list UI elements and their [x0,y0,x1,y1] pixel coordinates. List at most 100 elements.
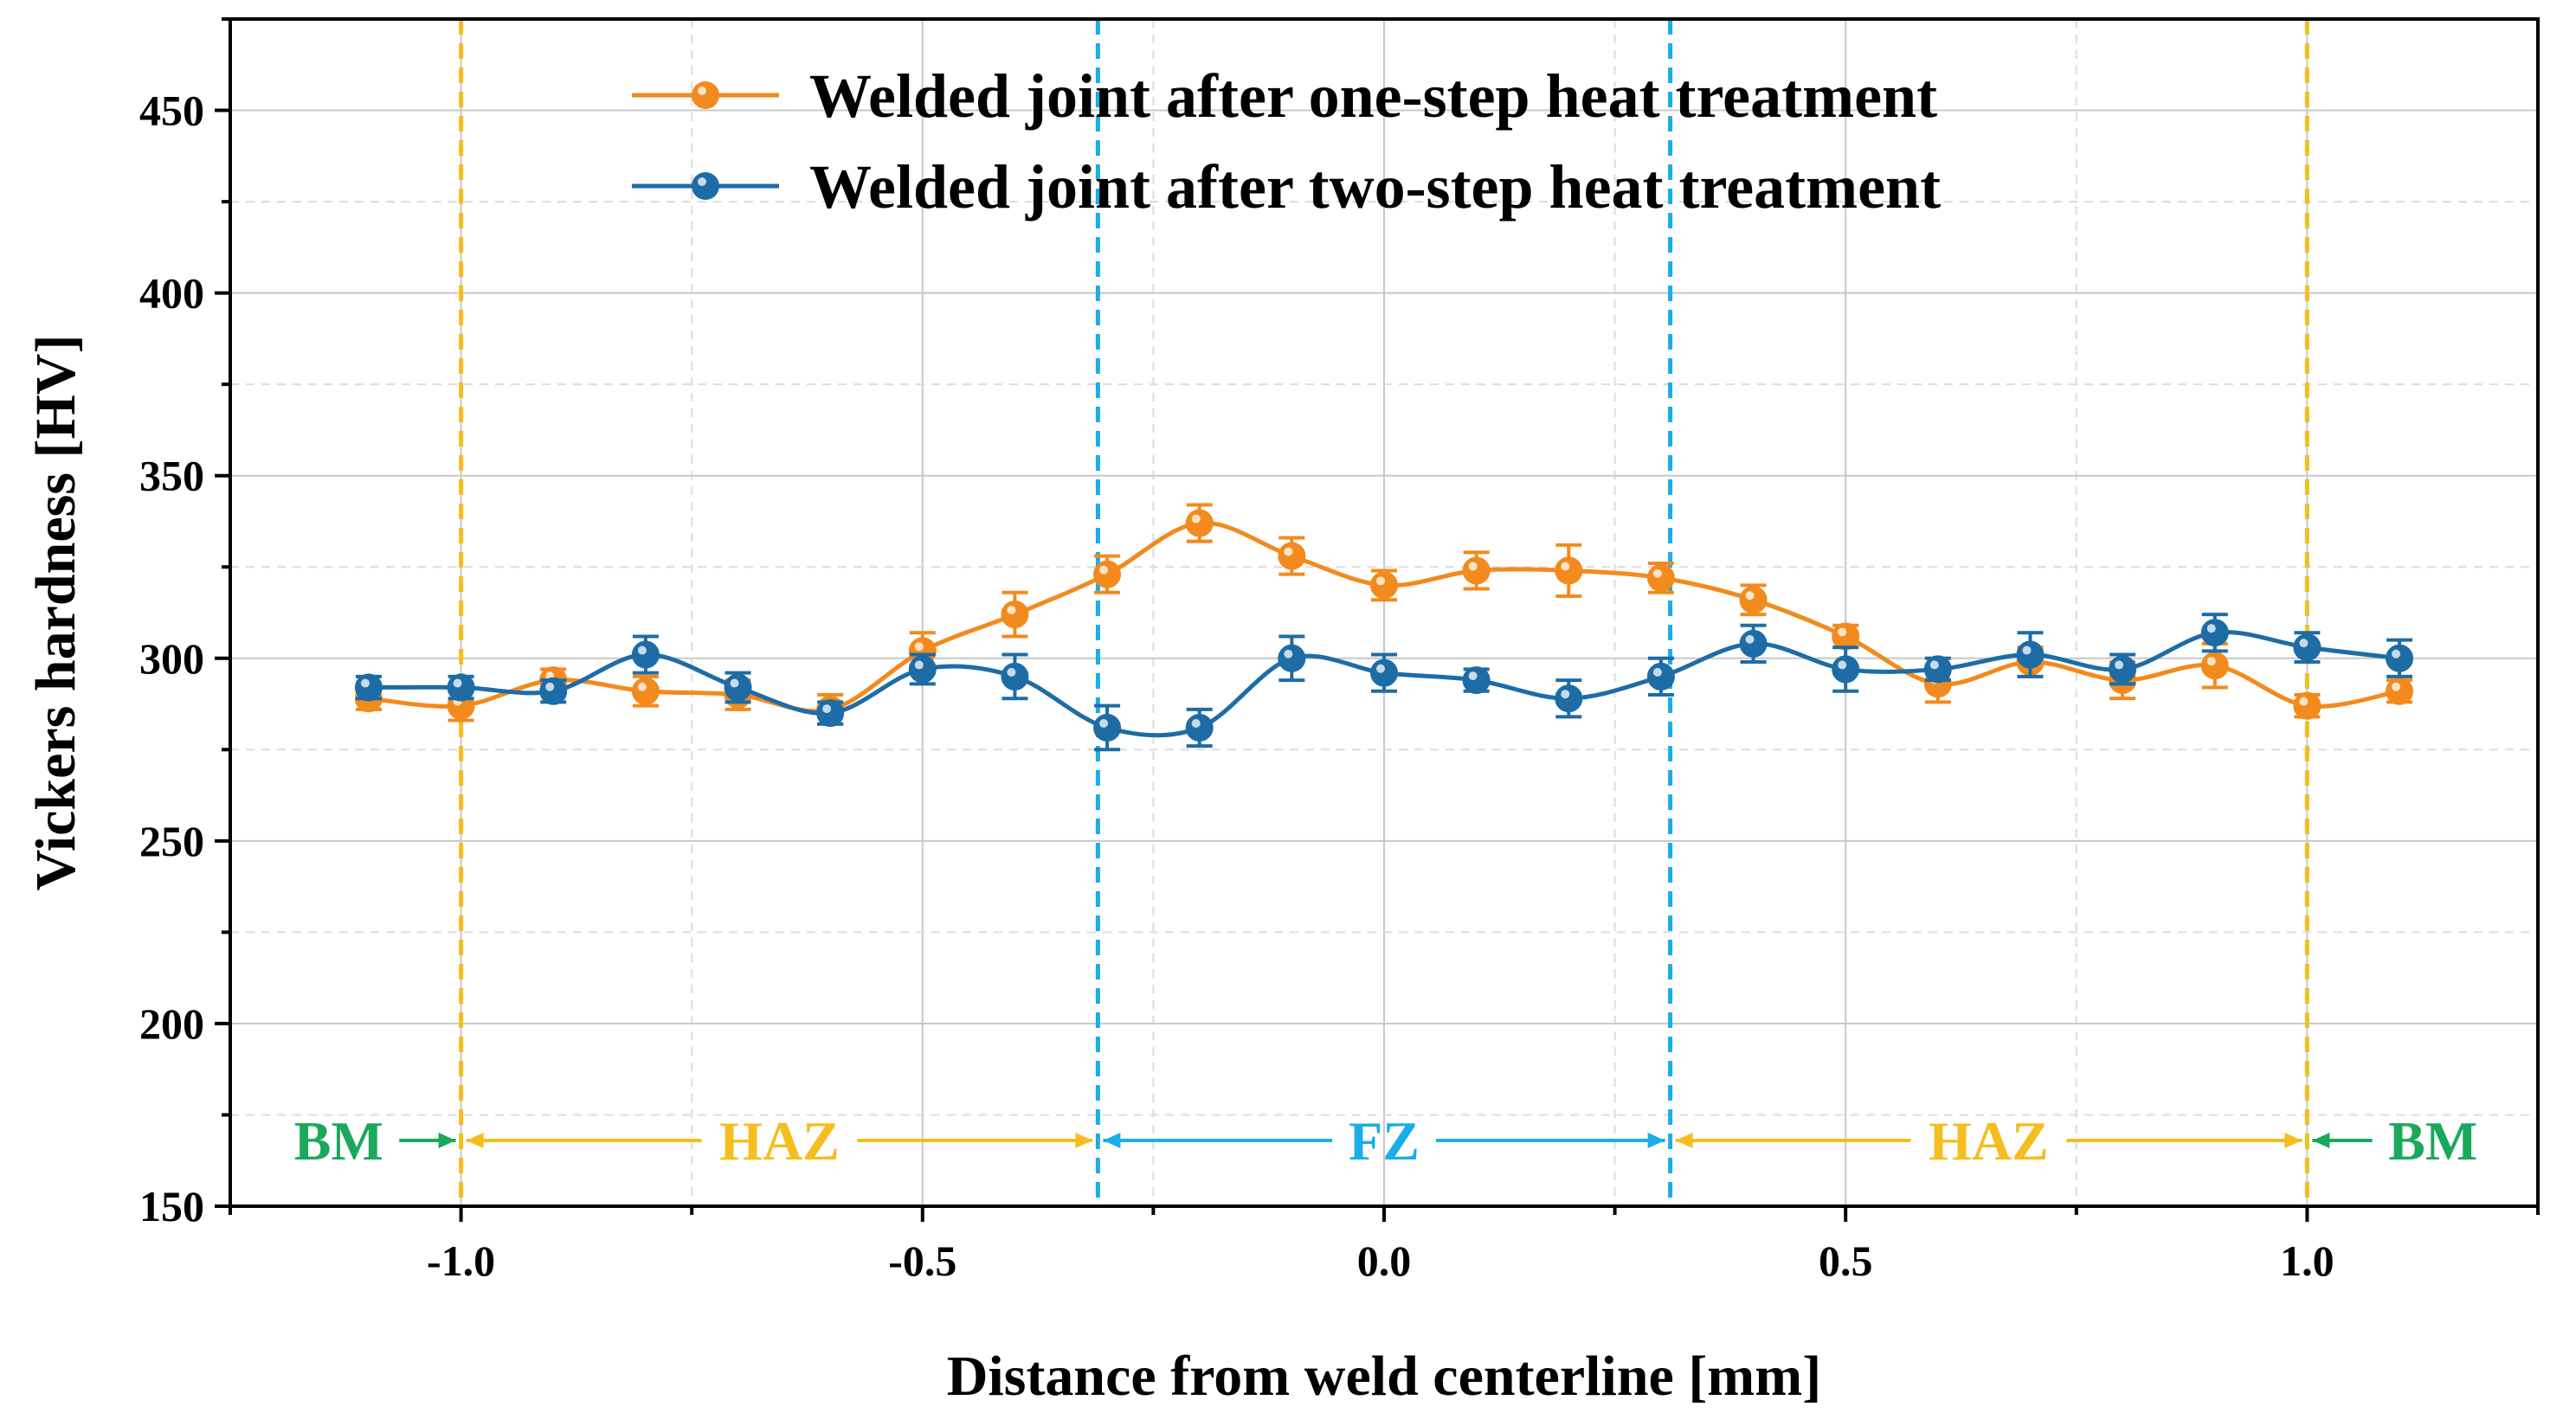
y-tick-label: 250 [139,817,204,865]
data-point [1923,655,1952,684]
data-point [816,699,845,728]
fz-arrow-right-head [1647,1133,1665,1149]
x-tick-label: -1.0 [427,1237,495,1285]
data-point-highlight [2392,682,2401,691]
data-series [354,503,2414,752]
data-point-highlight [1838,660,1847,670]
data-point [1370,571,1398,600]
data-point [1646,662,1675,691]
data-point-highlight [1561,690,1570,699]
zone-boundary-lines [459,19,2309,1206]
data-point [631,640,660,669]
bm-right-arrow-head [2312,1133,2330,1149]
x-tick-label: 0.5 [1819,1237,1873,1285]
zone-annotations: BM HAZ FZ HAZ BM [294,1110,2477,1172]
data-point-highlight [2206,624,2216,633]
haz-left-arrow-left-head [466,1133,484,1149]
axes: -1.0 -0.5 0.0 0.5 1.0 150 200 250 300 350 400 450 Di… [24,17,2540,1408]
legend-marker-highlight [698,177,706,186]
data-point-highlight [914,642,924,652]
y-tick-label: 450 [139,87,204,135]
data-point-highlight [545,682,555,691]
series-1 [354,503,2414,726]
y-tick-label: 150 [139,1182,204,1230]
data-point [631,677,660,705]
series-2 [354,613,2414,752]
data-point [1278,644,1306,672]
data-point-highlight [1652,667,1662,677]
data-point [724,673,752,702]
data-point-highlight [1652,568,1662,578]
legend-label: Welded joint after one-step heat treatme… [809,61,1937,131]
legend: Welded joint after one-step heat treatme… [632,61,1941,222]
data-point [1739,586,1768,614]
data-point-highlight [2206,657,2216,666]
data-point [2293,633,2322,662]
x-tick-label: 1.0 [2280,1237,2334,1285]
data-point-highlight [1284,547,1293,556]
data-point [1278,542,1306,570]
y-tick-label: 400 [139,269,204,318]
data-point-highlight [1099,565,1109,575]
data-point [1832,655,1860,684]
data-point [1093,560,1122,588]
data-point [1001,662,1029,691]
data-point-highlight [1376,664,1385,673]
data-point-highlight [2022,646,2032,655]
data-point [1646,563,1675,592]
y-tick-label: 200 [139,999,204,1048]
data-point-highlight [637,682,647,691]
data-point-highlight [1745,591,1755,601]
data-point [2200,652,2229,680]
data-point [2386,644,2414,672]
zone-label-fz: FZ [1349,1110,1420,1172]
data-point [1739,629,1768,658]
data-point [1185,713,1214,742]
legend-marker [692,81,719,109]
data-point-highlight [1191,514,1201,524]
data-point-highlight [822,704,832,714]
data-point-highlight [914,660,924,670]
data-point [1555,684,1583,713]
data-point [1832,622,1860,651]
data-point-highlight [1007,667,1016,677]
data-point-highlight [453,678,462,688]
legend-entry-1: Welded joint after one-step heat treatme… [632,61,1937,131]
data-point-highlight [1099,718,1109,728]
bm-left-arrow-head [438,1133,456,1149]
data-point-highlight [1468,562,1478,571]
data-point [1001,601,1029,629]
zone-label-haz: HAZ [1929,1110,2049,1172]
data-point [2109,655,2137,684]
data-point [2016,640,2045,669]
data-point [2293,691,2322,720]
data-point-highlight [1468,671,1478,681]
x-tick-label: 0.0 [1357,1237,1412,1285]
zone-label-bm: BM [2388,1110,2477,1172]
data-point [2200,619,2229,647]
zone-label-haz: HAZ [719,1110,840,1172]
data-point-highlight [1929,660,1939,670]
x-axis-title: Distance from weld centerline [mm] [947,1345,1821,1408]
data-point [1462,556,1491,585]
legend-label: Welded joint after two-step heat treatme… [809,152,1941,222]
data-point [539,677,568,705]
data-point-highlight [1376,576,1385,586]
data-point-highlight [2392,649,2401,658]
data-point [2386,677,2414,705]
data-point-highlight [2299,639,2309,648]
data-point-highlight [730,678,739,688]
fz-arrow-left-head [1103,1133,1121,1149]
legend-entry-2: Welded joint after two-step heat treatme… [632,152,1941,222]
legend-marker-highlight [698,87,706,95]
y-tick-label: 300 [139,634,204,683]
data-point-highlight [2115,660,2124,670]
data-point-highlight [360,678,370,688]
data-point [908,655,937,684]
x-tick-label: -0.5 [888,1237,956,1285]
data-point-highlight [1284,649,1293,658]
y-axis-title: Vickers hardness [HV] [24,335,87,891]
data-point-highlight [1745,634,1755,644]
zone-label-bm: BM [294,1110,383,1172]
